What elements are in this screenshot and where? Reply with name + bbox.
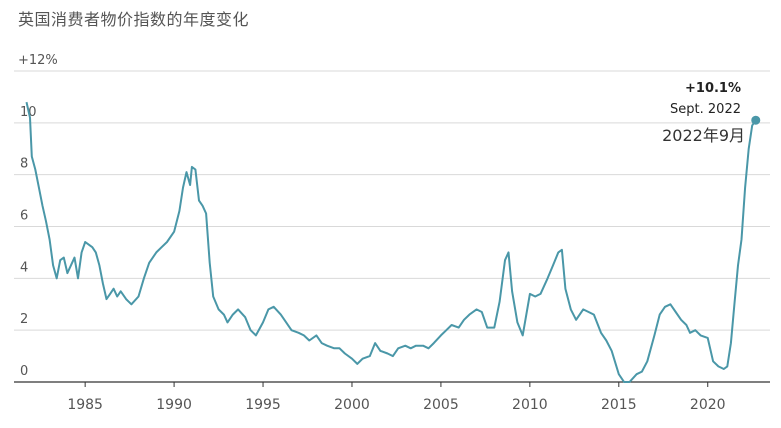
y-tick-label: 6 (20, 209, 28, 224)
x-tick-label: 1990 (156, 397, 192, 413)
latest-data-point (751, 115, 761, 125)
x-tick-label: 1995 (245, 397, 281, 413)
latest-value-label: +10.1% (685, 81, 741, 96)
grid-layer (14, 70, 770, 331)
x-tick-label: 2015 (601, 397, 637, 413)
x-tick-label: 2000 (334, 397, 370, 413)
latest-date-label: Sept. 2022 (670, 102, 741, 117)
chart-title: 英国消费者物价指数的年度变化 (18, 10, 250, 29)
cpi-series-line (25, 101, 757, 383)
y-tick-label: 4 (20, 260, 28, 275)
x-tick-label: 2010 (512, 397, 548, 413)
x-tick-label: 2005 (423, 397, 459, 413)
y-tick-label: +12% (18, 53, 58, 68)
x-tick-label: 2020 (690, 397, 726, 413)
y-tick-label: 2 (20, 312, 28, 327)
x-axis-ticks: 1985 1990 1995 2000 2005 2010 2015 2020 (67, 382, 726, 413)
latest-date-label-cn: 2022年9月 (662, 126, 745, 145)
y-tick-label: 8 (20, 157, 28, 172)
y-tick-label: 0 (20, 364, 28, 379)
x-tick-label: 1985 (67, 397, 103, 413)
